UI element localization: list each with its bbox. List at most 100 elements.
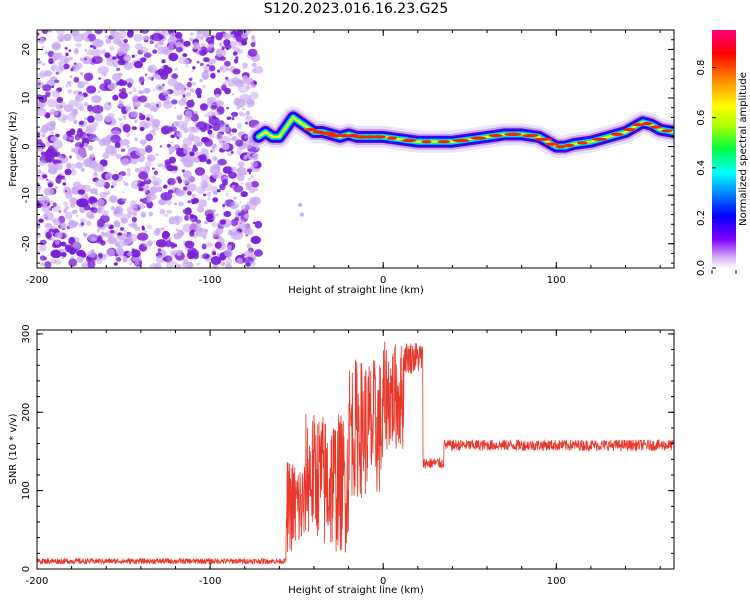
noise-speck <box>215 228 224 235</box>
noise-speck <box>218 235 222 239</box>
noise-speck <box>215 100 225 107</box>
noise-speck <box>73 76 80 83</box>
noise-speck <box>104 52 111 59</box>
noise-speck <box>212 171 223 179</box>
noise-speck <box>251 161 258 168</box>
noise-speck <box>240 182 244 185</box>
noise-speck <box>44 201 47 204</box>
noise-speck <box>244 77 254 86</box>
noise-speck <box>56 52 63 59</box>
noise-speck <box>98 77 102 80</box>
noise-speck <box>205 254 210 259</box>
noise-speck <box>75 162 83 169</box>
noise-speck <box>86 126 93 135</box>
noise-speck <box>168 151 174 155</box>
noise-speck <box>143 184 150 191</box>
noise-speck <box>228 133 233 137</box>
noise-speck <box>215 213 219 217</box>
noise-speck <box>131 54 135 59</box>
noise-speck <box>237 212 243 217</box>
noise-speck <box>75 101 84 111</box>
noise-speck <box>73 91 76 94</box>
noise-speck <box>200 37 204 40</box>
noise-speck <box>89 153 95 159</box>
noise-speck <box>86 85 97 94</box>
noise-speck <box>37 232 42 238</box>
noise-speck <box>122 191 125 194</box>
noise-speck <box>145 133 153 142</box>
noise-speck <box>145 160 152 168</box>
noise-speck <box>84 57 87 61</box>
noise-speck <box>236 257 243 264</box>
noise-speck <box>45 231 52 239</box>
noise-speck <box>69 128 76 136</box>
noise-speck <box>141 225 145 229</box>
noise-speck <box>123 54 131 62</box>
noise-speck <box>230 231 243 240</box>
y-tick-label: 300 <box>21 324 32 343</box>
noise-speck <box>162 253 166 256</box>
noise-speck <box>62 85 65 89</box>
noise-speck <box>147 154 156 162</box>
noise-speck <box>189 214 195 219</box>
noise-speck <box>207 58 216 65</box>
noise-speck <box>252 167 255 171</box>
noise-speck <box>127 82 133 88</box>
noise-speck <box>184 214 190 221</box>
noise-speck <box>92 121 99 128</box>
noise-speck <box>143 52 152 58</box>
noise-speck <box>95 192 98 195</box>
noise-speck <box>129 258 133 262</box>
noise-speck <box>103 254 107 258</box>
noise-speck <box>206 158 212 165</box>
noise-speck <box>91 95 102 104</box>
noise-speck <box>112 73 121 82</box>
noise-speck <box>116 247 125 256</box>
noise-speck <box>47 166 58 175</box>
noise-speck <box>211 148 216 152</box>
snr-panel: -200 -100 0 100 0 100 200 300 Height of straig… <box>8 324 675 596</box>
noise-speck <box>120 158 130 166</box>
noise-speck <box>120 227 125 231</box>
noise-speck <box>44 50 49 56</box>
noise-speck <box>53 69 56 73</box>
noise-speck <box>99 165 105 173</box>
noise-speck <box>223 201 227 205</box>
noise-speck <box>199 103 208 111</box>
noise-speck <box>199 154 208 163</box>
noise-speck <box>171 123 174 127</box>
noise-speck <box>75 42 82 48</box>
noise-speck <box>95 198 105 207</box>
noise-speck <box>178 56 188 64</box>
y-tick-label: -10 <box>21 187 32 203</box>
noise-speck <box>54 79 60 84</box>
noise-speck <box>127 171 131 177</box>
noise-speck <box>254 220 263 229</box>
noise-speck <box>176 215 183 224</box>
noise-speck <box>76 249 86 257</box>
noise-speck <box>245 121 248 125</box>
noise-speck <box>213 111 220 116</box>
noise-speck <box>125 107 131 113</box>
noise-speck <box>182 186 188 191</box>
noise-speck <box>104 115 114 123</box>
noise-speck <box>223 39 231 47</box>
ridge-hotspots <box>303 121 673 149</box>
noise-speck <box>46 99 59 108</box>
noise-speck <box>154 153 159 157</box>
noise-speck <box>93 171 98 177</box>
noise-speck <box>252 153 256 156</box>
noise-speck <box>192 146 199 152</box>
noise-speck <box>174 67 178 71</box>
noise-speck <box>61 175 65 180</box>
noise-speck <box>171 195 174 198</box>
noise-speck <box>231 150 234 154</box>
noise-speck <box>147 240 153 247</box>
noise-speck <box>236 106 240 110</box>
noise-speck <box>226 116 232 120</box>
noise-speck <box>131 216 137 223</box>
noise-speck <box>116 142 119 145</box>
noise-speck <box>224 87 231 95</box>
noise-speck <box>202 84 206 88</box>
